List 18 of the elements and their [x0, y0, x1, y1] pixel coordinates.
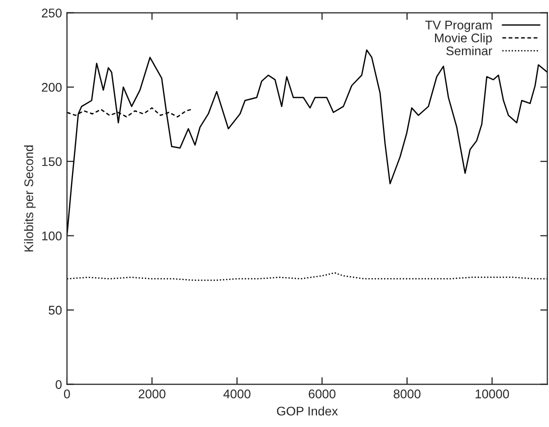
legend-label: TV Program: [425, 20, 492, 32]
y-tick-label: 0: [56, 380, 62, 389]
y-axis-title: Kilobits per Second: [24, 146, 36, 252]
y-tick-label: 150: [42, 157, 62, 166]
x-tick-label: 0: [64, 389, 70, 398]
x-tick-label: 6000: [308, 389, 336, 398]
y-tick-label: 100: [42, 232, 62, 240]
y-tick-label: 50: [48, 306, 62, 315]
legend-label: Movie Clip: [435, 33, 492, 45]
x-axis-title: GOP Index: [276, 406, 338, 416]
x-tick-label: 10000: [476, 389, 509, 398]
y-tick-label: 200: [42, 82, 62, 92]
x-tick-label: 8000: [394, 389, 420, 398]
y-tick-label: 250: [42, 8, 62, 18]
x-tick-label: 4000: [223, 389, 250, 398]
legend-label: Seminar: [446, 46, 492, 56]
x-tick-label: 2000: [138, 389, 166, 398]
line-series: [66, 272, 548, 281]
